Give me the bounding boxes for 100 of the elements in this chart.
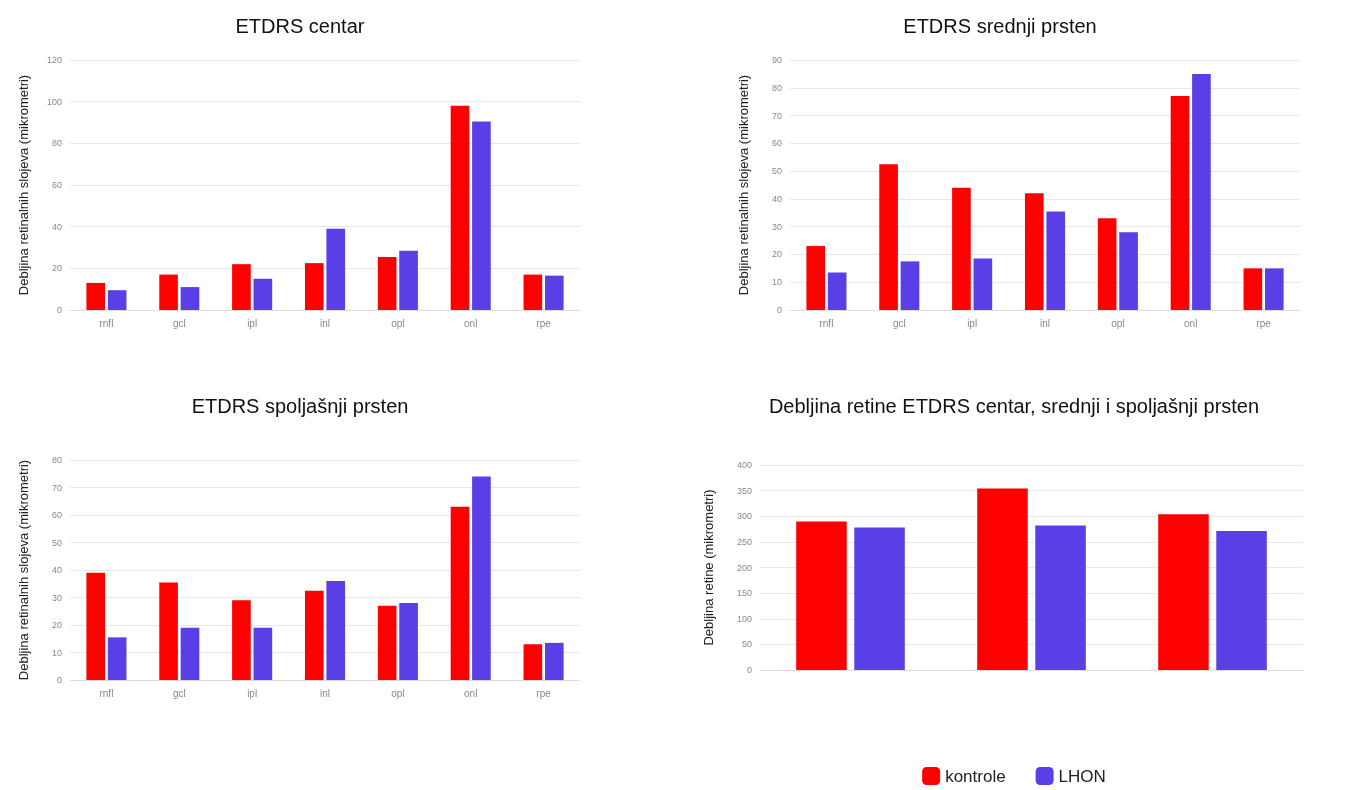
bar [107, 290, 127, 310]
bar [86, 572, 106, 680]
x-tick-label: inl [319, 687, 331, 699]
x-tick-label: inl [319, 317, 331, 329]
y-tick-label: 60 [51, 180, 62, 190]
bar [1035, 525, 1086, 670]
x-tick-label: rnfl [99, 317, 114, 329]
x-tick-label: onl [464, 687, 478, 699]
y-tick-label: 50 [51, 537, 62, 548]
bar [544, 275, 564, 310]
bar [1024, 193, 1044, 310]
bar [326, 228, 346, 310]
y-tick-label: 20 [51, 620, 62, 630]
y-tick-label: 100 [46, 96, 62, 107]
y-tick-label: 90 [771, 55, 782, 65]
bar [900, 261, 920, 310]
bar [806, 246, 826, 310]
y-tick-label: 20 [51, 263, 62, 274]
y-tick-label: 0 [56, 675, 62, 685]
y-tick-label: 150 [736, 588, 752, 599]
x-tick-label: opl [391, 687, 405, 699]
chart-title: ETDRS centar [235, 15, 365, 37]
x-tick-label: gcl [172, 687, 186, 699]
bar [232, 600, 251, 680]
y-tick-label: 350 [736, 485, 752, 496]
y-tick-label: 300 [736, 511, 752, 522]
bar [1170, 96, 1190, 310]
x-tick-label: opl [1111, 317, 1125, 329]
bar [159, 274, 178, 310]
bar [253, 278, 273, 310]
bar [377, 256, 397, 310]
y-tick-label: 20 [771, 249, 782, 260]
legend-label: kontrole [945, 766, 1006, 786]
y-tick-label: 200 [736, 562, 752, 573]
bar [399, 603, 418, 680]
y-tick-label: 120 [46, 55, 62, 65]
y-tick-label: 400 [736, 460, 752, 470]
y-tick-label: 0 [776, 305, 782, 315]
y-tick-label: 60 [51, 510, 62, 520]
y-tick-label: 70 [51, 482, 62, 493]
bar [159, 582, 178, 680]
bar [1243, 268, 1263, 310]
x-tick-label: rpe [536, 317, 552, 329]
y-tick-label: 60 [771, 138, 782, 149]
bar [952, 187, 971, 310]
bar [973, 258, 993, 310]
x-tick-label: gcl [892, 317, 906, 329]
x-tick-label: ipl [967, 317, 978, 329]
x-tick-label: rpe [1256, 317, 1272, 329]
chart-title: Debljina retine ETDRS centar, srednji i spoljašnji prsten [768, 395, 1260, 417]
legend-label: LHON [1058, 766, 1106, 786]
x-tick-label: onl [1184, 317, 1198, 329]
y-tick-label: 0 [746, 665, 752, 675]
y-tick-label: 40 [771, 193, 782, 204]
chart-title: ETDRS spoljašnji prsten [191, 395, 409, 417]
x-tick-label: rpe [536, 687, 552, 699]
y-tick-label: 0 [56, 305, 62, 315]
bar [1119, 232, 1138, 310]
bar [1264, 268, 1284, 310]
x-tick-label: ipl [247, 687, 258, 699]
y-tick-label: 80 [51, 455, 62, 465]
bar [879, 164, 898, 310]
y-tick-label: 30 [771, 221, 782, 232]
bar [977, 488, 1028, 670]
y-tick-label: 10 [771, 277, 782, 288]
bar [523, 274, 543, 310]
y-axis-title: Debljina retinalnih slojeva (mikrometri) [736, 74, 751, 296]
y-tick-label: 250 [736, 536, 752, 547]
bar [304, 590, 324, 680]
x-tick-label: gcl [172, 317, 186, 329]
bar [377, 605, 397, 680]
bar [854, 527, 905, 670]
y-tick-label: 100 [736, 613, 752, 624]
bar [1192, 73, 1211, 310]
bar [523, 644, 543, 680]
x-tick-label: opl [391, 317, 405, 329]
bar [86, 282, 106, 310]
x-tick-label: rnfl [819, 317, 834, 329]
bar [180, 287, 200, 310]
bar [253, 627, 273, 680]
bar [1097, 218, 1117, 310]
y-axis-title: Debljina retinalnih slojeva (mikrometri) [16, 459, 31, 681]
bar [827, 272, 847, 310]
y-tick-label: 40 [51, 221, 62, 232]
bar [180, 627, 200, 680]
y-axis-title: Debljina retine (mikrometri) [701, 489, 716, 646]
bar [326, 581, 346, 680]
y-tick-label: 50 [771, 166, 782, 177]
bar [1046, 211, 1066, 310]
bar [232, 264, 251, 310]
y-axis-title: Debljina retinalnih slojeva (mikrometri) [16, 74, 31, 296]
bar [472, 121, 491, 310]
y-tick-label: 80 [771, 82, 782, 93]
x-tick-label: inl [1039, 317, 1051, 329]
bar [1158, 514, 1209, 670]
bar [399, 250, 418, 310]
y-tick-label: 50 [741, 639, 752, 650]
bar [544, 642, 564, 680]
bar [1216, 531, 1267, 670]
bar [796, 521, 847, 670]
